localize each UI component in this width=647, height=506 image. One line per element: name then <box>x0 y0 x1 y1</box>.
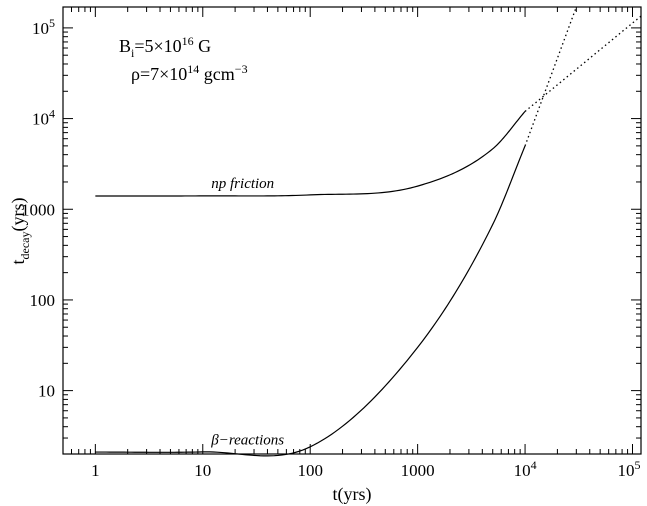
plot-frame <box>62 6 642 455</box>
y-tick-label: 1000 <box>21 200 55 219</box>
tick-labels: 1 10 100 1000 104 105 10 100 1000 104 105 <box>21 16 640 480</box>
curve-label: β−reactions <box>210 432 284 448</box>
ticks <box>62 7 641 455</box>
x-tick-label: 1 <box>91 461 100 480</box>
curves <box>95 6 642 457</box>
curve-label: np friction <box>211 176 274 192</box>
y-tick-label: 100 <box>30 291 56 310</box>
x-axis-label: t(yrs) <box>333 484 372 505</box>
series-line-4 <box>524 6 577 147</box>
y-tick-label: 10 <box>38 382 55 401</box>
density-annotation: ρ=7×1014 gcm−3 <box>131 62 248 84</box>
x-tick-label: 100 <box>297 461 323 480</box>
series-line-2 <box>524 15 642 112</box>
y-tick-label: 105 <box>32 16 55 38</box>
series-line-3 <box>95 145 526 457</box>
curve-labels: np friction β−reactions <box>210 176 284 448</box>
x-tick-label: 105 <box>617 458 640 480</box>
x-tick-label: 10 <box>194 461 211 480</box>
b-field-annotation: Bi=5×1016 G <box>119 34 211 60</box>
series-line-1 <box>95 111 526 197</box>
y-tick-label: 104 <box>32 107 55 129</box>
x-tick-label: 1000 <box>401 461 435 480</box>
x-tick-label: 104 <box>514 458 537 480</box>
y-axis-label: tdecay(yrs) <box>8 198 32 265</box>
